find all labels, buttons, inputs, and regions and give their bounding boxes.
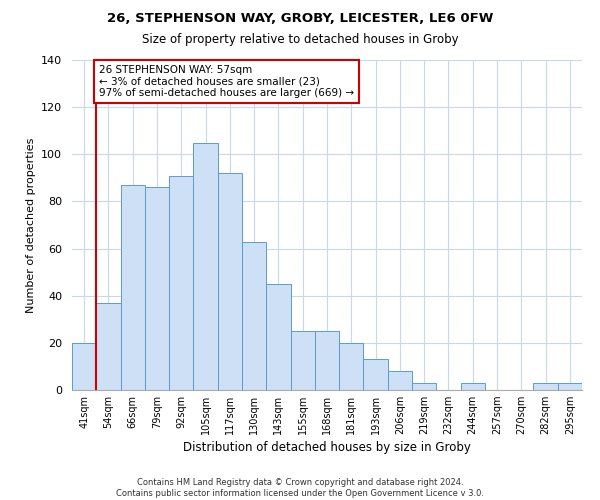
Bar <box>169 176 193 390</box>
Y-axis label: Number of detached properties: Number of detached properties <box>26 138 35 312</box>
Bar <box>339 343 364 390</box>
Bar <box>412 383 436 390</box>
Bar <box>364 360 388 390</box>
Bar <box>290 331 315 390</box>
Text: 26 STEPHENSON WAY: 57sqm
← 3% of detached houses are smaller (23)
97% of semi-de: 26 STEPHENSON WAY: 57sqm ← 3% of detache… <box>99 64 354 98</box>
Bar <box>193 142 218 390</box>
Bar <box>388 371 412 390</box>
Text: Size of property relative to detached houses in Groby: Size of property relative to detached ho… <box>142 32 458 46</box>
Bar <box>315 331 339 390</box>
Bar <box>145 188 169 390</box>
Bar <box>266 284 290 390</box>
Bar <box>96 303 121 390</box>
Bar <box>121 185 145 390</box>
Bar <box>533 383 558 390</box>
Text: Contains HM Land Registry data © Crown copyright and database right 2024.
Contai: Contains HM Land Registry data © Crown c… <box>116 478 484 498</box>
Bar <box>72 343 96 390</box>
Text: 26, STEPHENSON WAY, GROBY, LEICESTER, LE6 0FW: 26, STEPHENSON WAY, GROBY, LEICESTER, LE… <box>107 12 493 26</box>
X-axis label: Distribution of detached houses by size in Groby: Distribution of detached houses by size … <box>183 442 471 454</box>
Bar <box>558 383 582 390</box>
Bar <box>461 383 485 390</box>
Bar <box>242 242 266 390</box>
Bar <box>218 173 242 390</box>
